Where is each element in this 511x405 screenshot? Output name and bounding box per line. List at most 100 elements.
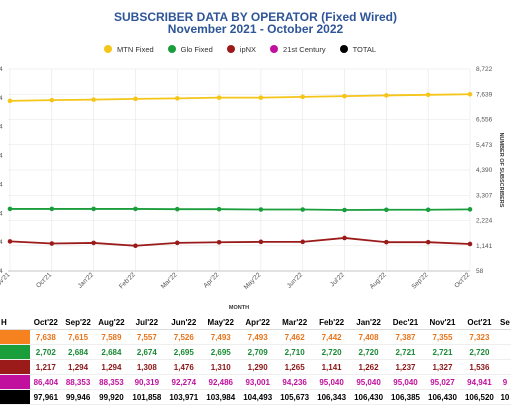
data-point [342, 235, 347, 241]
y-tick-label-right: 1,141 [476, 243, 493, 250]
table-cell: 93,001 [239, 374, 277, 390]
table-cell: 7,589 [94, 329, 129, 345]
table-cell: 2,695 [202, 344, 240, 360]
table-cell: 92,274 [165, 374, 203, 390]
y-axis-title-right: NUMBER OF SUBSCRIBERS [498, 133, 504, 208]
y-tick-label-right: 3,307 [476, 192, 493, 199]
table-row: 1,217 1,294 1,294 1,308 1,476 1,310 1,290 1,265… [0, 359, 511, 375]
y-tick-label-right: 6,556 [476, 117, 493, 124]
x-tick-label: Jun'22 [286, 271, 305, 290]
table-cell: 7,615 [61, 329, 95, 345]
data-point [300, 239, 306, 245]
x-tick-label: Oct'22 [453, 271, 471, 289]
legend-item[interactable]: 21st Century [270, 45, 326, 54]
legend-item[interactable]: MTN Fixed [104, 45, 154, 54]
table-cell: 1,327 [423, 359, 461, 375]
chart-title: SUBSCRIBER DATA BY OPERATOR (Fixed Wired… [113, 10, 398, 24]
table-row: 7,638 7,615 7,589 7,557 7,526 7,493 7,493 7,462… [0, 329, 511, 345]
table-cell: 1,217 [30, 359, 62, 375]
table-cell: 7,638 [30, 329, 62, 345]
x-tick-label: Oct'21 [35, 271, 53, 289]
table-header-cell: Sep'22 [61, 315, 95, 330]
table-cell: 7,387 [387, 329, 424, 345]
table-cell: 7,557 [128, 329, 166, 345]
table-cell: 2,720 [350, 344, 388, 360]
row-color-swatch [0, 389, 30, 405]
data-point [7, 206, 13, 212]
y-tick-label-right: 2,224 [476, 218, 493, 225]
table-cell: 1,265 [276, 359, 314, 375]
table-cell: 106,430 [350, 389, 388, 405]
series-line-glo-fixed [10, 208, 471, 211]
table-cell: 1,536 [460, 359, 498, 375]
data-point [216, 206, 222, 212]
data-point [174, 96, 180, 101]
legend-item[interactable]: ipNX [226, 45, 256, 54]
table-header-row: H Oct'22 Sep'22 Aug'22 Jul'22 Jun'22 May'22 Apr… [0, 315, 511, 330]
data-point [384, 207, 389, 213]
data-point [425, 92, 431, 98]
table-cell: 99,946 [61, 389, 95, 405]
x-axis-title: MONTH [229, 305, 249, 310]
y-tick-label-right: 7,639 [476, 91, 493, 98]
table-cell: 7,355 [423, 329, 461, 345]
x-tick-label: Jul'22 [329, 271, 346, 288]
table-cell: 1,290 [239, 359, 277, 375]
x-tick-label: Aug'22 [369, 271, 388, 290]
table-cell [497, 329, 511, 345]
table-cell: 94,941 [460, 374, 498, 390]
table-cell: 99,920 [94, 389, 129, 405]
data-point [49, 206, 55, 212]
legend-item[interactable]: Glo Fixed [167, 44, 213, 54]
data-point [384, 93, 389, 98]
x-tick-label: Feb'22 [118, 271, 137, 290]
table-cell: 105,673 [276, 389, 314, 405]
table-cell: 101,858 [128, 389, 166, 405]
data-point [49, 241, 55, 246]
row-color-swatch [0, 329, 30, 345]
y-tick-label-left: 4 [0, 181, 3, 188]
data-point [467, 241, 473, 247]
table-header-cell: Dec'21 [387, 315, 424, 330]
data-point [342, 207, 347, 213]
y-tick-label-left: 4 [0, 268, 3, 275]
y-tick-label-left: 4 [0, 153, 3, 160]
table-cell: 1,294 [61, 359, 95, 375]
row-color-swatch [0, 344, 30, 360]
legend-item[interactable]: TOTAL [339, 44, 377, 54]
table-header-cell: Jul'22 [128, 315, 166, 330]
y-tick-label-right: 58 [476, 268, 484, 275]
data-point [384, 239, 389, 245]
table-cell: 2,710 [276, 344, 314, 360]
table-cell: 86,404 [30, 374, 62, 390]
x-tick-label: Jan'22 [77, 271, 96, 290]
table-cell: 1,294 [94, 359, 129, 375]
x-tick-label: ov'21 [0, 271, 12, 287]
legend-label: TOTAL [352, 44, 377, 54]
table-header-cell: Apr'22 [239, 315, 277, 330]
data-point [7, 239, 13, 244]
table-cell: 106,343 [313, 389, 351, 405]
table-cell: 92,486 [202, 374, 240, 390]
data-point [133, 96, 138, 102]
data-point [300, 94, 306, 100]
data-table: H Oct'22 Sep'22 Aug'22 Jul'22 Jun'22 May'22 Apr… [0, 315, 511, 405]
table-cell: 103,984 [202, 389, 240, 405]
y-tick-label-left: 4 [0, 239, 3, 246]
y-tick-label-left: 4 [0, 95, 3, 102]
table-header-cell: Oct'21 [460, 315, 498, 330]
x-tick-label: Apr'22 [202, 271, 220, 289]
legend-label: MTN Fixed [117, 44, 154, 54]
data-point [7, 98, 13, 104]
data-point [467, 91, 473, 97]
table-cell: 7,408 [350, 329, 388, 345]
data-point [216, 95, 222, 100]
legend-label: Glo Fixed [180, 44, 213, 54]
table-cell: 1,237 [387, 359, 424, 375]
table-cell: 88,353 [94, 374, 129, 390]
table-cell: 104,493 [239, 389, 277, 405]
data-point [258, 207, 264, 212]
table-cell: 10 [497, 389, 511, 405]
table-cell: 2,684 [61, 344, 95, 360]
y-tick-label-left: 4 [0, 210, 3, 217]
